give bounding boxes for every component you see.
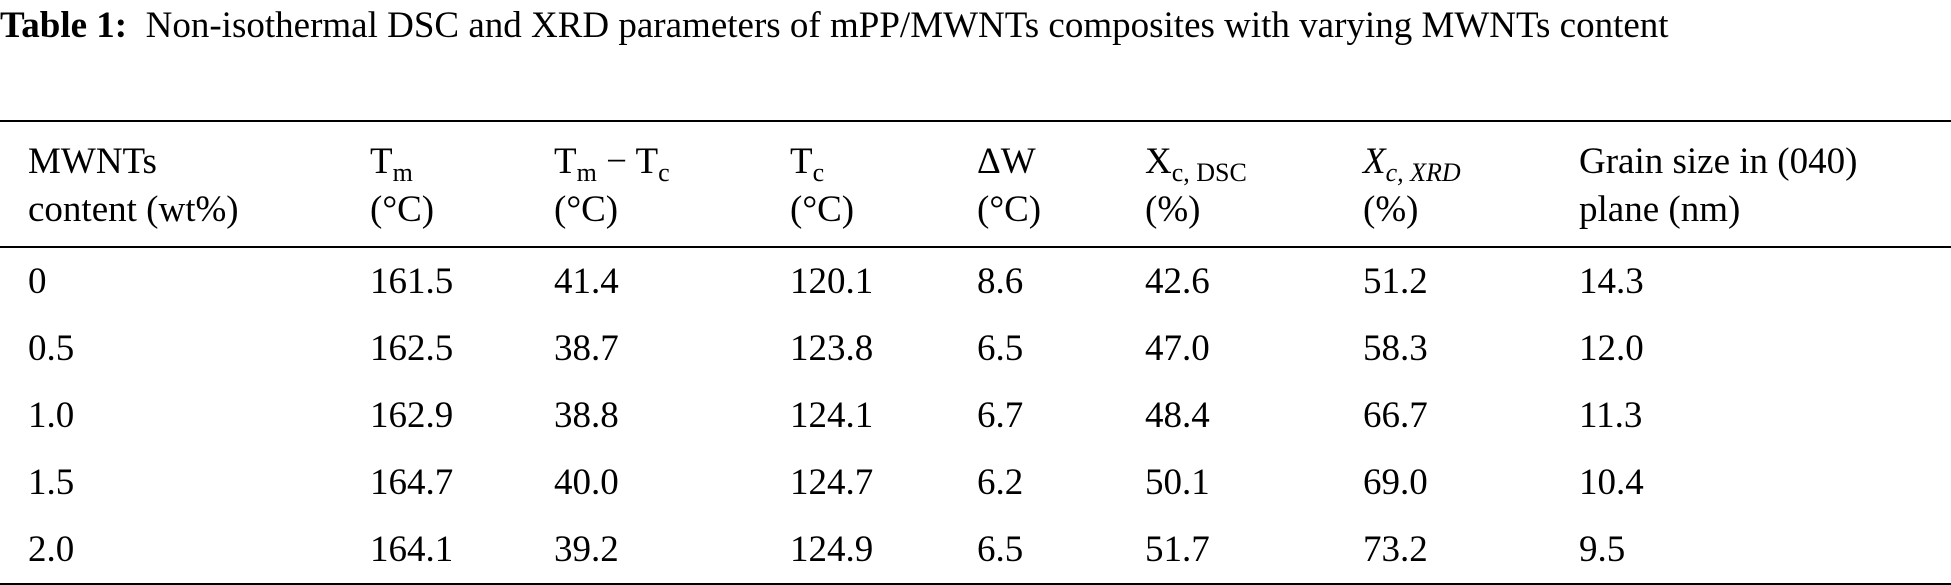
table-cell: 164.1 — [370, 516, 554, 585]
table-cell: 40.0 — [554, 462, 619, 503]
table-cell: 9.5 — [1579, 516, 1951, 585]
caption-label: Table 1: — [0, 5, 128, 46]
table-cell: 58.3 — [1363, 328, 1428, 369]
table-cell: 161.5 — [370, 261, 454, 302]
table-cell: 124.7 — [790, 462, 874, 503]
header-xc-xrd: Xc, XRD (%) — [1363, 120, 1579, 248]
table-cell: 6.2 — [977, 462, 1024, 503]
table-cell: 162.9 — [370, 395, 454, 436]
table-row: 1.0 162.9 38.8 124.1 6.7 48.4 66.7 11.3 — [0, 382, 1951, 449]
table-cell: 124.1 — [790, 395, 874, 436]
caption-text: Non-isothermal DSC and XRD parameters of… — [145, 5, 1669, 46]
table-caption: Table 1: Non-isothermal DSC and XRD para… — [0, 2, 1951, 49]
header-tm: Tm (°C) — [370, 120, 554, 248]
table-cell: 1.0 — [28, 395, 75, 436]
table-cell: 38.7 — [554, 328, 619, 369]
table-cell: 11.3 — [1579, 395, 1643, 436]
table-cell: 48.4 — [1145, 395, 1210, 436]
table-cell: 162.5 — [370, 328, 454, 369]
table-row: 0 161.5 41.4 120.1 8.6 42.6 51.2 14.3 — [0, 247, 1951, 315]
header-row: MWNTs content (wt%) Tm (°C) Tm − Tc (°C)… — [0, 120, 1951, 248]
table-row: 2.0 164.1 39.2 124.9 6.5 51.7 73.2 9.5 — [0, 516, 1951, 585]
header-xc-dsc: Xc, DSC (%) — [1145, 120, 1363, 248]
table-cell: 39.2 — [554, 516, 790, 585]
data-table: MWNTs content (wt%) Tm (°C) Tm − Tc (°C)… — [0, 120, 1951, 585]
table-cell: 6.7 — [977, 395, 1024, 436]
table-container: MWNTs content (wt%) Tm (°C) Tm − Tc (°C)… — [0, 120, 1951, 585]
table-row: 0.5 162.5 38.7 123.8 6.5 47.0 58.3 12.0 — [0, 315, 1951, 382]
table-cell: 50.1 — [1145, 462, 1210, 503]
header-grain-size: Grain size in (040) plane (nm) — [1579, 120, 1951, 248]
header-tc: Tc (°C) — [790, 120, 977, 248]
table-cell: 42.6 — [1145, 261, 1210, 302]
table-row: 1.5 164.7 40.0 124.7 6.2 50.1 69.0 10.4 — [0, 449, 1951, 516]
table-cell: 0 — [28, 261, 47, 302]
header-mwnts-content: MWNTs content (wt%) — [0, 120, 370, 248]
header-delta-w: ΔW (°C) — [977, 120, 1145, 248]
table-cell: 51.7 — [1145, 516, 1363, 585]
table-cell: 41.4 — [554, 261, 619, 302]
table-cell: 2.0 — [0, 516, 370, 585]
table-cell: 0.5 — [28, 328, 75, 369]
table-cell: 66.7 — [1363, 395, 1428, 436]
table-cell: 14.3 — [1579, 261, 1644, 302]
table-cell: 6.5 — [977, 516, 1145, 585]
table-cell: 164.7 — [370, 462, 454, 503]
table-cell: 51.2 — [1363, 261, 1428, 302]
table-cell: 124.9 — [790, 516, 977, 585]
table-cell: 47.0 — [1145, 328, 1210, 369]
table-cell: 6.5 — [977, 328, 1024, 369]
table-cell: 1.5 — [28, 462, 75, 503]
table-cell: 120.1 — [790, 261, 874, 302]
table-cell: 69.0 — [1363, 462, 1428, 503]
table-cell: 73.2 — [1363, 516, 1579, 585]
header-tm-minus-tc: Tm − Tc (°C) — [554, 120, 790, 248]
table-cell: 38.8 — [554, 395, 619, 436]
table-cell: 12.0 — [1579, 328, 1644, 369]
table-cell: 10.4 — [1579, 462, 1644, 503]
table-cell: 123.8 — [790, 328, 874, 369]
table-cell: 8.6 — [977, 261, 1024, 302]
